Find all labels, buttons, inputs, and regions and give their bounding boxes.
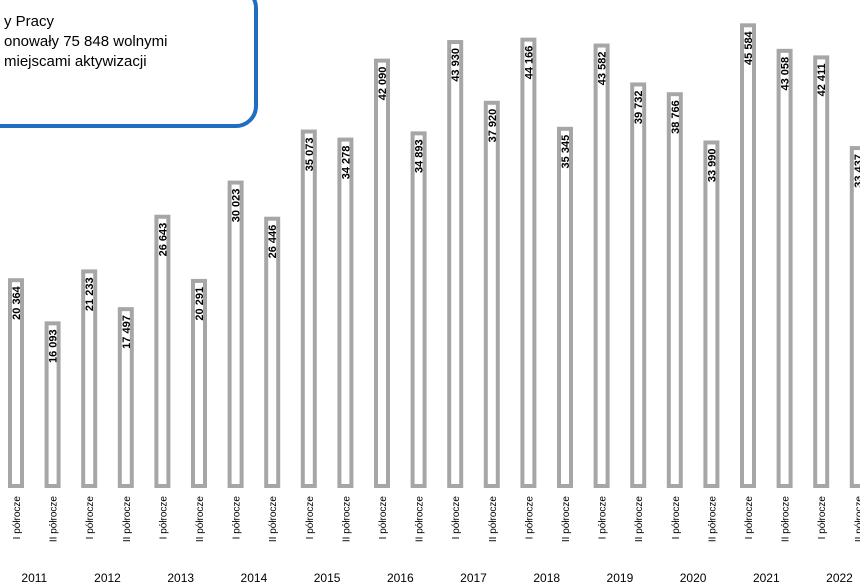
callout-text: y Pracy onowały 75 848 wolnymi miejscami… bbox=[4, 12, 167, 72]
bar-value-label: 35 345 bbox=[560, 135, 572, 169]
category-label: I półrocze bbox=[158, 496, 169, 540]
bar-value-label: 43 930 bbox=[450, 48, 462, 82]
bar-value-label: 33 990 bbox=[706, 148, 718, 182]
bar-value-label: 43 058 bbox=[780, 57, 792, 91]
bar-value-label: 16 093 bbox=[48, 329, 60, 363]
bar bbox=[520, 37, 537, 489]
category-label: II półrocze bbox=[561, 496, 572, 543]
year-label: 2019 bbox=[607, 571, 634, 585]
bar bbox=[374, 58, 390, 488]
bar bbox=[776, 48, 793, 489]
bar bbox=[264, 216, 281, 488]
year-label: 2020 bbox=[680, 571, 707, 585]
bar-value-label: 21 233 bbox=[84, 277, 96, 311]
category-label: II półrocze bbox=[415, 496, 426, 543]
bar bbox=[703, 140, 720, 488]
category-label: II półrocze bbox=[49, 496, 60, 543]
category-label: I półrocze bbox=[671, 496, 682, 540]
category-label: II półrocze bbox=[854, 496, 860, 543]
bar bbox=[410, 131, 427, 488]
bar-value-label: 30 023 bbox=[231, 189, 243, 223]
category-labels-layer: I półrocze II półrocze I półrocze II półroc… bbox=[12, 496, 860, 543]
bar-value-label: 33 437 bbox=[853, 154, 860, 188]
category-label: II półrocze bbox=[634, 496, 645, 543]
category-label: II półrocze bbox=[268, 496, 279, 543]
bar-value-label: 39 732 bbox=[633, 90, 645, 124]
category-label: I półrocze bbox=[451, 496, 462, 540]
bar bbox=[81, 269, 98, 488]
category-label: I półrocze bbox=[305, 496, 316, 540]
bar bbox=[44, 321, 61, 488]
bar-value-label: 42 090 bbox=[377, 67, 389, 101]
bar bbox=[447, 40, 464, 489]
bar-value-label: 45 584 bbox=[743, 30, 755, 65]
bar bbox=[337, 137, 354, 489]
bar bbox=[849, 146, 860, 488]
bar-value-label: 35 073 bbox=[304, 138, 316, 172]
bar bbox=[666, 92, 683, 489]
year-label: 2015 bbox=[314, 571, 341, 585]
bar bbox=[740, 23, 756, 488]
bar-value-label: 26 446 bbox=[267, 225, 279, 259]
bar-value-label: 34 893 bbox=[414, 139, 426, 173]
category-label: II półrocze bbox=[488, 496, 499, 543]
category-label: I półrocze bbox=[378, 496, 389, 540]
callout-line-2: onowały 75 848 wolnymi bbox=[4, 33, 168, 50]
category-label: I półrocze bbox=[85, 496, 96, 540]
bar-value-label: 44 166 bbox=[523, 46, 535, 80]
bar bbox=[630, 82, 647, 489]
year-label: 2018 bbox=[533, 571, 560, 585]
category-label: II półrocze bbox=[122, 496, 133, 543]
bar-value-label: 38 766 bbox=[670, 100, 682, 134]
bar bbox=[8, 278, 24, 488]
bar-value-label: 20 291 bbox=[194, 287, 206, 321]
category-label: I półrocze bbox=[598, 496, 609, 540]
bar bbox=[593, 43, 610, 489]
category-label: II półrocze bbox=[781, 496, 792, 543]
category-label: II półrocze bbox=[707, 496, 718, 543]
year-label: 2016 bbox=[387, 571, 414, 585]
category-label: II półrocze bbox=[195, 496, 206, 543]
bar-value-label: 42 411 bbox=[816, 63, 828, 96]
bar bbox=[483, 100, 500, 488]
bar-value-label: 34 278 bbox=[340, 146, 352, 180]
bar bbox=[191, 278, 207, 489]
bar-value-label: 17 497 bbox=[121, 315, 133, 349]
year-label: 2011 bbox=[21, 571, 47, 585]
callout-box: y Pracy onowały 75 848 wolnymi miejscami… bbox=[0, 0, 258, 128]
callout-line-1: y Pracy bbox=[4, 13, 55, 30]
category-label: I półrocze bbox=[817, 496, 828, 540]
bar bbox=[227, 180, 244, 489]
bar-value-label: 37 920 bbox=[487, 109, 499, 143]
category-label: I półrocze bbox=[232, 496, 243, 540]
year-label: 2017 bbox=[460, 571, 487, 585]
bar bbox=[813, 55, 830, 488]
category-label: I półrocze bbox=[12, 496, 23, 540]
category-label: I półrocze bbox=[744, 496, 755, 540]
value-labels-layer: 20 364 16 093 21 233 17 497 26 643 20 291 30 0… bbox=[11, 30, 860, 363]
year-label: 2013 bbox=[167, 571, 194, 585]
category-label: II półrocze bbox=[341, 496, 352, 543]
year-label: 2022 bbox=[826, 571, 853, 585]
bar-value-label: 26 643 bbox=[157, 223, 169, 257]
bar bbox=[557, 126, 573, 488]
year-label: 2012 bbox=[94, 571, 121, 585]
category-label: I półrocze bbox=[524, 496, 535, 540]
bar-value-label: 20 364 bbox=[11, 285, 23, 320]
year-label: 2021 bbox=[753, 571, 780, 585]
year-labels-layer: 2011 2012 2013 2014 2015 2016 2017 2018 2019 2020… bbox=[21, 571, 853, 585]
bar bbox=[154, 214, 171, 489]
bar bbox=[300, 129, 317, 489]
bars-layer bbox=[8, 23, 860, 489]
year-label: 2014 bbox=[241, 571, 268, 585]
bar bbox=[117, 307, 134, 488]
bar-value-label: 43 582 bbox=[597, 52, 609, 86]
callout-line-3: miejscami aktywizacji bbox=[4, 53, 147, 70]
